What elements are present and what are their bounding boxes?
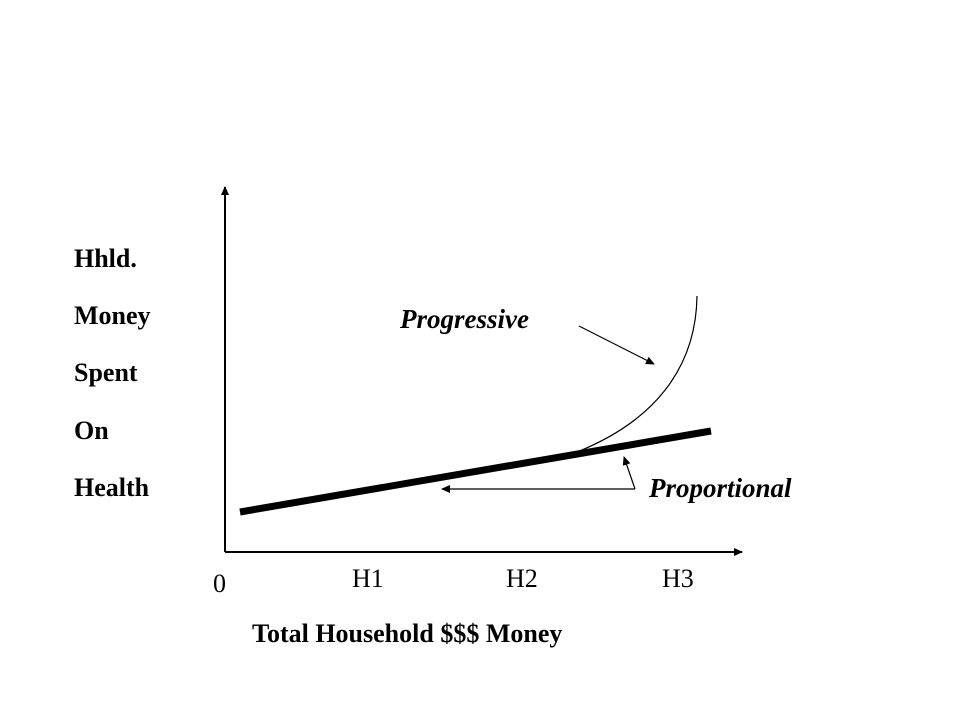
- progressive-label: Progressive: [400, 304, 529, 334]
- y-axis-label-line-1: Hhld.: [74, 244, 137, 273]
- progressive-curve: [576, 295, 698, 453]
- y-axis-label-line-4: On: [74, 416, 109, 445]
- x-tick-h3: H3: [662, 564, 694, 593]
- proportional-label: Proportional: [649, 473, 792, 503]
- y-axis-label-line-5: Health: [74, 473, 150, 502]
- proportional-line: [239, 427, 712, 516]
- origin-label: 0: [213, 569, 226, 598]
- proportional-arrow-up: [622, 456, 636, 490]
- progressive-arrow: [578, 325, 655, 365]
- y-axis-label-line-3: Spent: [74, 358, 138, 387]
- y-axis-label-line-2: Money: [74, 301, 151, 330]
- x-axis-label: Total Household $$$ Money: [252, 619, 563, 648]
- x-tick-h2: H2: [506, 564, 538, 593]
- x-tick-h1: H1: [352, 564, 384, 593]
